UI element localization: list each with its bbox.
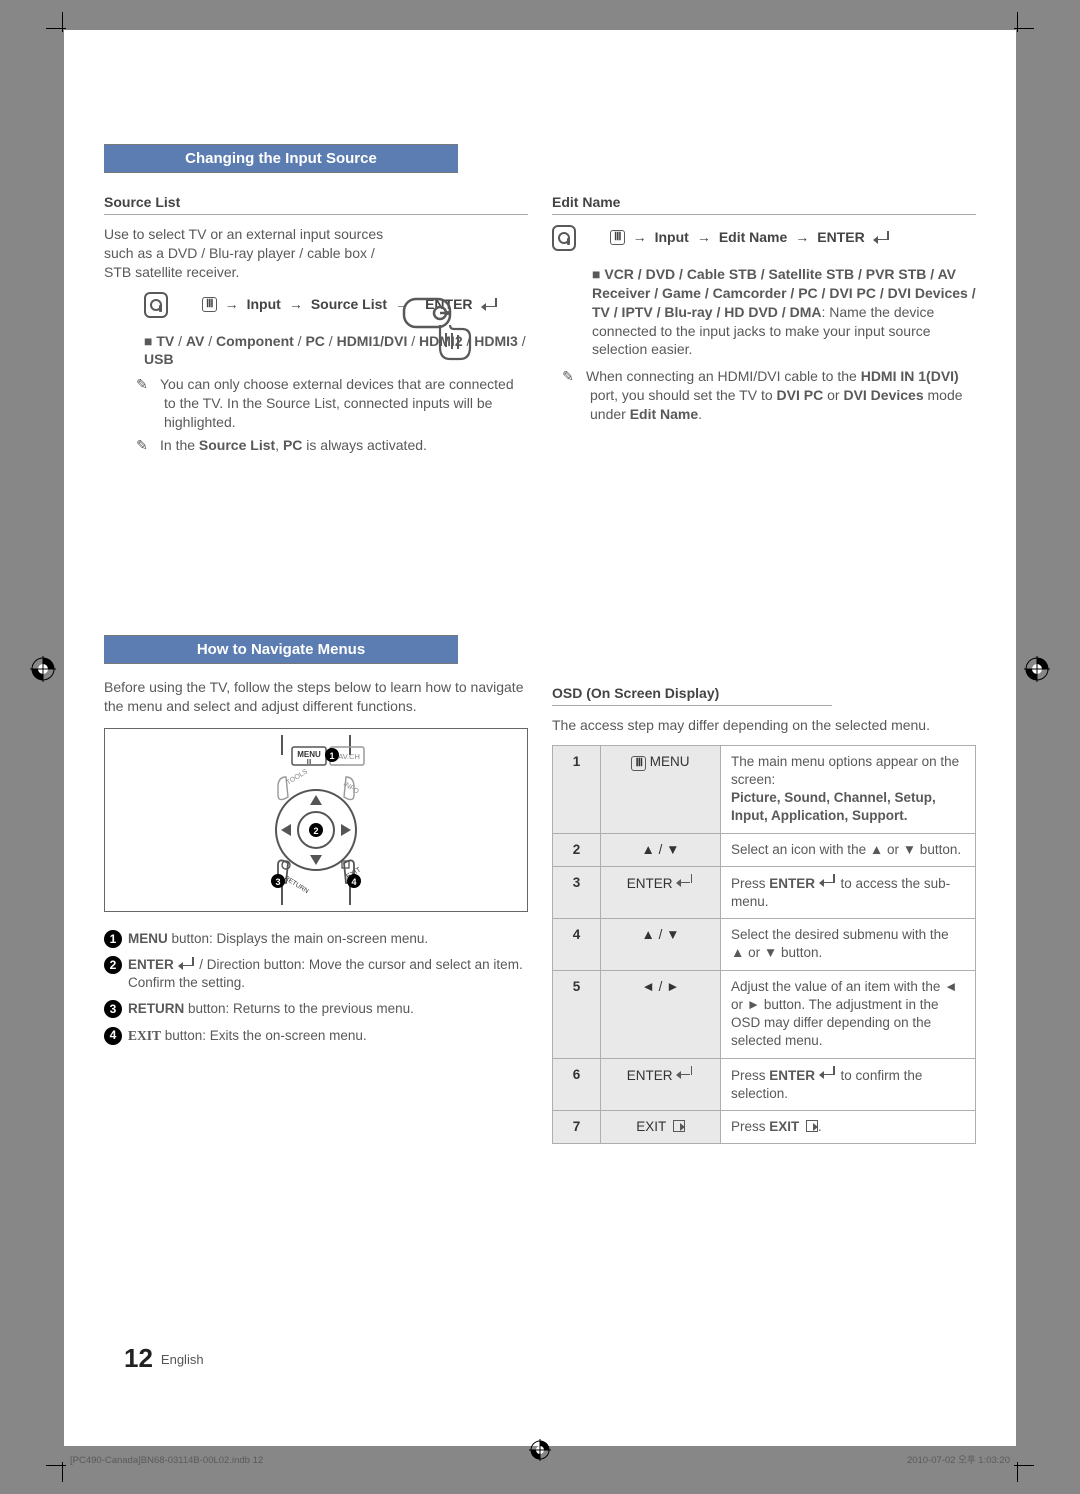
nav-left-column: Before using the TV, follow the steps be… <box>104 678 528 1144</box>
svg-text:RETURN: RETURN <box>283 874 310 894</box>
left-column: Source List Use to select TV or an exter… <box>104 187 528 455</box>
enter-icon <box>481 298 499 312</box>
note-2: ✎In the Source List, PC is always activa… <box>164 436 528 455</box>
remote-illustration: MENU Ⅲ FAV.CH TOOLS INFO ⏎ <box>104 728 528 912</box>
svg-text:MENU: MENU <box>297 750 321 759</box>
nav-right-column: OSD (On Screen Display) The access step … <box>552 678 976 1144</box>
edit-name-note: ✎When connecting an HDMI/DVI cable to th… <box>590 367 976 424</box>
osd-intro: The access step may differ depending on … <box>552 716 976 735</box>
menu-icon: Ⅲ <box>610 230 625 245</box>
num-3-icon: 3 <box>104 1000 122 1018</box>
table-row: 3ENTER Press ENTER to access the sub-men… <box>553 866 976 918</box>
section-header-navigate: How to Navigate Menus <box>104 635 458 664</box>
table-row: 5◄ / ►Adjust the value of an item with t… <box>553 970 976 1058</box>
table-row: 7EXIT Press EXIT . <box>553 1110 976 1143</box>
num-2-icon: 2 <box>104 956 122 974</box>
hand-pointing-icon <box>398 297 478 380</box>
edit-name-menu-path: Ⅲ → Input → Edit Name → ENTER <box>552 225 976 251</box>
num-4-icon: 4 <box>104 1027 122 1045</box>
svg-text:4: 4 <box>351 877 356 887</box>
registration-mark-left <box>30 656 56 682</box>
svg-text:Ⅲ: Ⅲ <box>307 759 312 766</box>
legend-list: 1MENU button: Displays the main on-scree… <box>104 930 528 1045</box>
table-row: 2▲ / ▼Select an icon with the ▲ or ▼ but… <box>553 833 976 866</box>
remote-icon <box>552 225 576 251</box>
page-footer: 12English <box>124 1343 204 1374</box>
manual-page: Changing the Input Source Source List Us… <box>64 30 1016 1446</box>
path-input: Input <box>247 295 281 314</box>
enter-icon <box>873 231 891 245</box>
svg-text:TOOLS: TOOLS <box>285 768 309 787</box>
path-edit-name: Edit Name <box>719 228 787 247</box>
edit-name-options: ■ VCR / DVD / Cable STB / Satellite STB … <box>592 265 976 359</box>
table-row: 4▲ / ▼Select the desired submenu with th… <box>553 919 976 970</box>
svg-text:2: 2 <box>313 826 318 836</box>
section-header-input-source: Changing the Input Source <box>104 144 458 173</box>
registration-mark-bottom <box>529 1439 551 1466</box>
svg-text:3: 3 <box>275 877 280 887</box>
enter-icon <box>178 957 196 971</box>
doc-footer-right: 2010-07-02 오후 1:03:20 <box>907 1452 1010 1466</box>
path-enter: ENTER <box>817 228 864 247</box>
path-source-list: Source List <box>311 295 387 314</box>
note-1: ✎You can only choose external devices th… <box>164 375 528 432</box>
right-column-edit-name: Edit Name Ⅲ → Input → Edit Name → ENTER … <box>552 187 976 455</box>
nav-intro: Before using the TV, follow the steps be… <box>104 678 528 716</box>
path-input: Input <box>655 228 689 247</box>
num-1-icon: 1 <box>104 930 122 948</box>
menu-icon: Ⅲ <box>202 297 217 312</box>
table-row: 1Ⅲ MENUThe main menu options appear on t… <box>553 745 976 833</box>
table-row: 6ENTER Press ENTER to confirm the select… <box>553 1058 976 1110</box>
source-list-heading: Source List <box>104 193 528 212</box>
osd-steps-table: 1Ⅲ MENUThe main menu options appear on t… <box>552 745 976 1145</box>
remote-icon <box>144 292 168 318</box>
doc-footer-left: [PC490-Canada]BN68-03114B-00L02.indb 12 <box>70 1455 263 1466</box>
edit-name-heading: Edit Name <box>552 193 976 212</box>
osd-heading: OSD (On Screen Display) <box>552 684 976 703</box>
registration-mark-right <box>1024 656 1050 682</box>
source-list-desc: Use to select TV or an external input so… <box>104 225 394 282</box>
svg-text:1: 1 <box>329 751 334 761</box>
